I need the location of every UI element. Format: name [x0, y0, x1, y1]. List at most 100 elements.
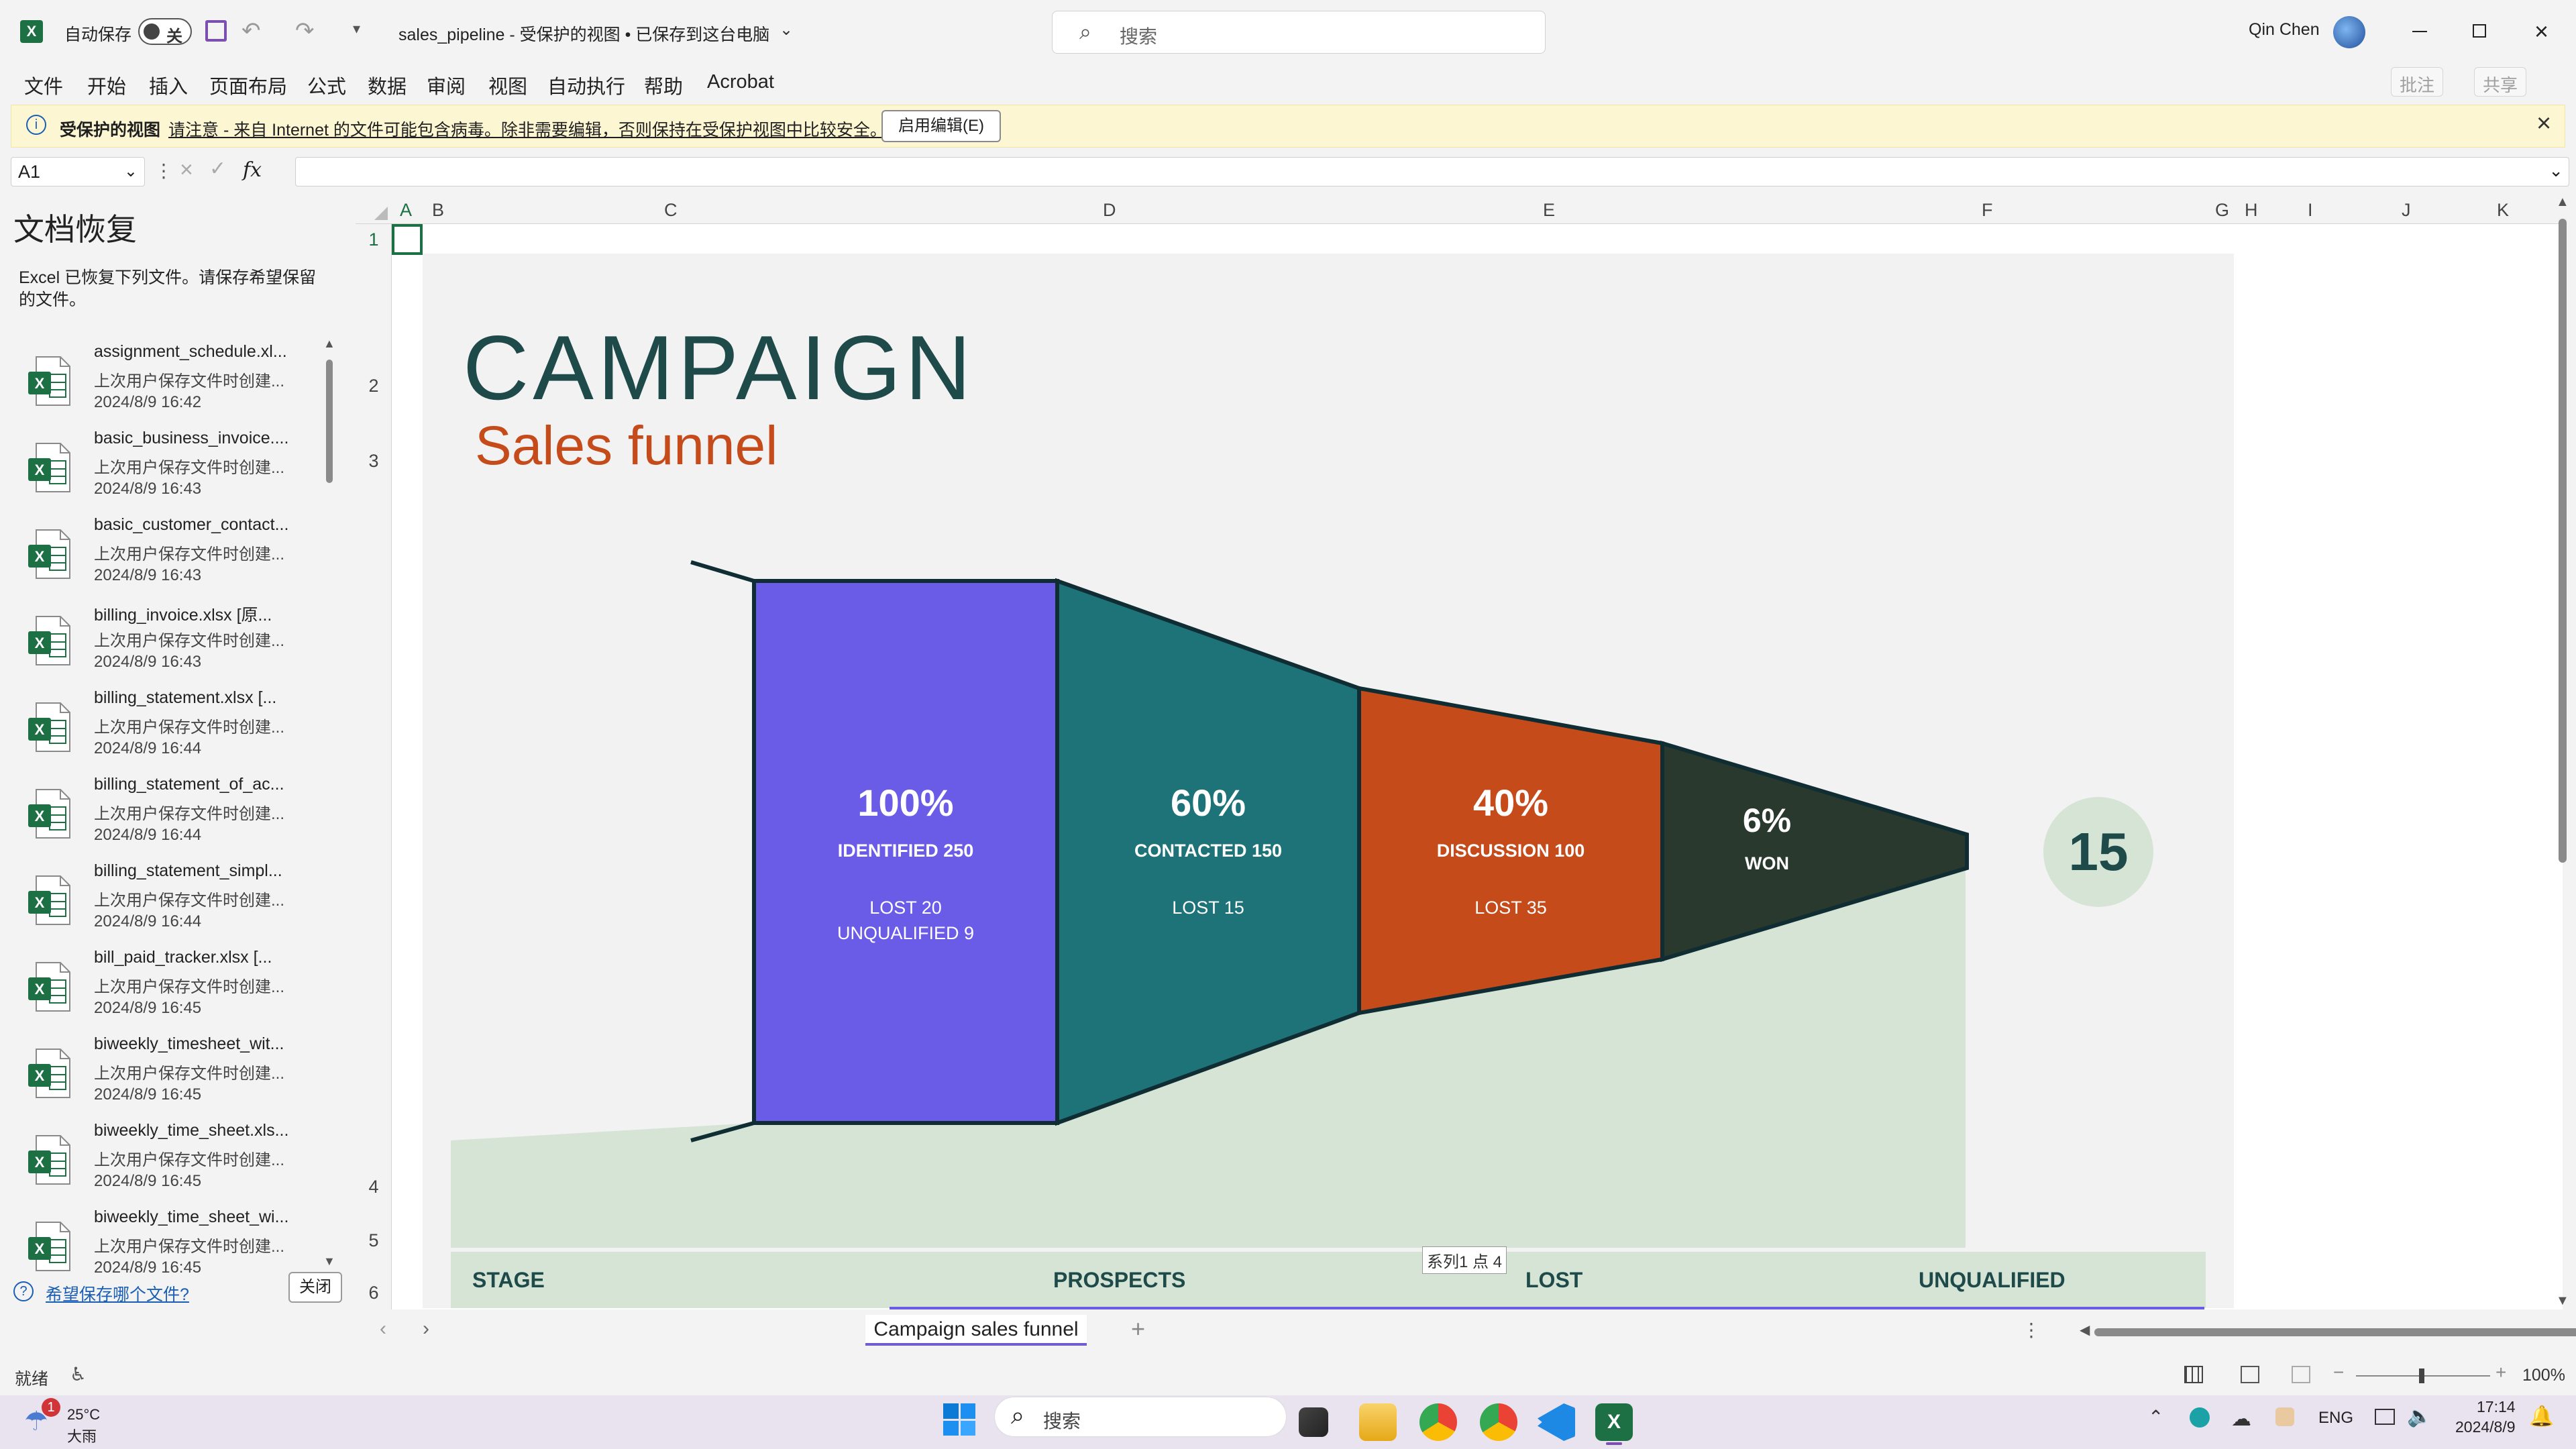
comments-button[interactable]: 批注: [2391, 67, 2444, 97]
weather-widget[interactable]: ☂ 1 25°C 大雨: [19, 1398, 126, 1445]
column-j[interactable]: J: [2402, 200, 2411, 220]
tab-options-icon[interactable]: ⋮: [2022, 1320, 2041, 1340]
row-3[interactable]: 3: [368, 451, 379, 471]
title-chevron-down-icon[interactable]: ⌄: [780, 21, 794, 39]
sheet-tab-campaign-sales-funnel[interactable]: Campaign sales funnel: [865, 1315, 1087, 1346]
vscroll-down-icon[interactable]: ▼: [2556, 1293, 2569, 1308]
scroll-thumb[interactable]: [326, 360, 333, 483]
prev-sheet-icon[interactable]: ‹: [380, 1318, 386, 1340]
page-layout-view-icon[interactable]: [2241, 1366, 2259, 1383]
column-c[interactable]: C: [664, 200, 678, 220]
menu-review[interactable]: 审阅: [427, 76, 466, 98]
tray-app-icon[interactable]: [2275, 1407, 2294, 1426]
vscroll-thumb[interactable]: [2559, 219, 2567, 863]
more-options-icon[interactable]: ⋮: [154, 160, 173, 181]
recovery-help-link[interactable]: 希望保存哪个文件?: [46, 1285, 189, 1304]
column-b[interactable]: B: [432, 200, 445, 220]
onedrive-icon[interactable]: ☁: [2231, 1408, 2251, 1430]
zoom-slider[interactable]: [2356, 1368, 2490, 1383]
select-all-corner[interactable]: [374, 207, 388, 220]
formula-input[interactable]: ⌄: [295, 157, 2569, 186]
clock-date[interactable]: 2024/8/9: [2455, 1418, 2516, 1436]
accessibility-icon[interactable]: ♿: [70, 1364, 87, 1385]
close-bar-icon[interactable]: ×: [2536, 109, 2552, 138]
scroll-down-icon[interactable]: ▼: [323, 1254, 335, 1268]
recovery-close-button[interactable]: 关闭: [288, 1272, 342, 1303]
vertical-scrollbar[interactable]: ▲ ▼: [2553, 195, 2572, 1308]
zoom-out-icon[interactable]: −: [2333, 1362, 2345, 1383]
menu-insert[interactable]: 插入: [149, 76, 189, 98]
menu-page-layout[interactable]: 页面布局: [209, 76, 288, 98]
confirm-entry-icon[interactable]: ✓: [209, 158, 227, 180]
row-5[interactable]: 5: [368, 1230, 379, 1250]
taskbar-search[interactable]: ⌕ 搜索: [994, 1397, 1287, 1437]
column-g[interactable]: G: [2215, 200, 2230, 220]
menu-file[interactable]: 文件: [24, 76, 64, 98]
horizontal-scrollbar[interactable]: ◀ ▶: [2080, 1323, 2576, 1338]
hscroll-thumb[interactable]: [2094, 1328, 2576, 1336]
notification-bell-icon[interactable]: 🔔: [2529, 1405, 2555, 1428]
input-language[interactable]: ENG: [2318, 1409, 2354, 1427]
minimize-icon[interactable]: [2412, 31, 2427, 32]
clock-time[interactable]: 17:14: [2477, 1398, 2516, 1415]
enable-editing-button[interactable]: 启用编辑(E): [881, 110, 1001, 142]
volume-icon[interactable]: 🔈: [2407, 1405, 2432, 1428]
menu-acrobat[interactable]: Acrobat: [707, 71, 774, 93]
menu-automate[interactable]: 自动执行: [547, 76, 626, 98]
excel-taskbar-icon[interactable]: X: [1595, 1403, 1633, 1441]
menu-data[interactable]: 数据: [368, 76, 407, 98]
column-d[interactable]: D: [1103, 200, 1116, 220]
column-i[interactable]: I: [2308, 200, 2313, 220]
restore-icon[interactable]: [2473, 24, 2486, 38]
page-break-view-icon[interactable]: [2292, 1366, 2310, 1383]
next-sheet-icon[interactable]: ›: [423, 1318, 429, 1340]
redo-icon[interactable]: ↷: [295, 18, 315, 44]
search-box[interactable]: ⌕ 搜索: [1052, 11, 1546, 54]
column-a[interactable]: A: [400, 200, 413, 220]
zoom-slider-thumb[interactable]: [2419, 1368, 2424, 1383]
chrome-y-icon[interactable]: [1480, 1403, 1517, 1441]
scroll-up-icon[interactable]: ▲: [323, 337, 335, 350]
customize-qat-icon[interactable]: ▾: [353, 20, 361, 37]
file-explorer-icon[interactable]: [1359, 1403, 1397, 1441]
active-cell-a1[interactable]: [392, 224, 423, 255]
sales-funnel-chart[interactable]: [423, 537, 2033, 1254]
document-title[interactable]: sales_pipeline - 受保护的视图 • 已保存到这台电脑: [398, 25, 770, 44]
expand-formula-icon[interactable]: ⌄: [2548, 160, 2563, 180]
menu-home[interactable]: 开始: [87, 76, 127, 98]
row-4[interactable]: 4: [368, 1177, 379, 1197]
hscroll-left-icon[interactable]: ◀: [2080, 1323, 2090, 1338]
zoom-in-icon[interactable]: +: [2496, 1362, 2507, 1383]
autosave-toggle[interactable]: 关: [138, 18, 192, 46]
menu-help[interactable]: 帮助: [644, 76, 684, 98]
start-windows-icon[interactable]: [943, 1403, 975, 1436]
chrome-q-icon[interactable]: [1419, 1403, 1457, 1441]
undo-icon[interactable]: ↶: [241, 18, 261, 44]
vscroll-up-icon[interactable]: ▲: [2556, 195, 2569, 209]
row-6[interactable]: 6: [368, 1283, 379, 1303]
add-sheet-icon[interactable]: +: [1131, 1315, 1146, 1342]
column-e[interactable]: E: [1543, 200, 1556, 220]
column-k[interactable]: K: [2497, 200, 2510, 220]
name-box[interactable]: A1 ⌄: [11, 157, 145, 186]
share-button[interactable]: 共享: [2474, 67, 2527, 97]
menu-formulas[interactable]: 公式: [307, 76, 347, 98]
recovery-scrollbar[interactable]: ▲ ▼: [323, 337, 335, 1268]
column-h[interactable]: H: [2245, 200, 2258, 220]
network-icon[interactable]: [2375, 1409, 2395, 1425]
task-view-icon[interactable]: [1299, 1407, 1328, 1437]
tray-chevron-up-icon[interactable]: ⌃: [2148, 1407, 2164, 1428]
normal-view-icon[interactable]: [2184, 1366, 2203, 1383]
row-2[interactable]: 2: [368, 376, 379, 396]
avatar[interactable]: [2333, 16, 2365, 48]
